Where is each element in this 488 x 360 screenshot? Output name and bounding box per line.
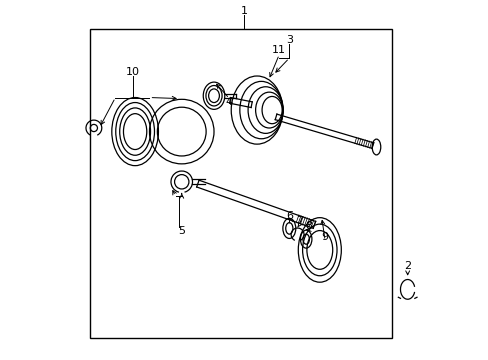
Text: 9: 9 [321,232,328,242]
Text: 3: 3 [285,35,292,45]
Text: 4: 4 [225,97,232,107]
Text: 7: 7 [295,216,302,226]
Text: 1: 1 [241,6,247,17]
Text: 8: 8 [305,221,312,231]
Bar [90,30,391,338]
Text: 5: 5 [178,226,185,236]
Text: 10: 10 [125,67,140,77]
Text: 11: 11 [272,45,285,55]
Text: 6: 6 [286,211,293,221]
Text: 2: 2 [403,261,410,271]
